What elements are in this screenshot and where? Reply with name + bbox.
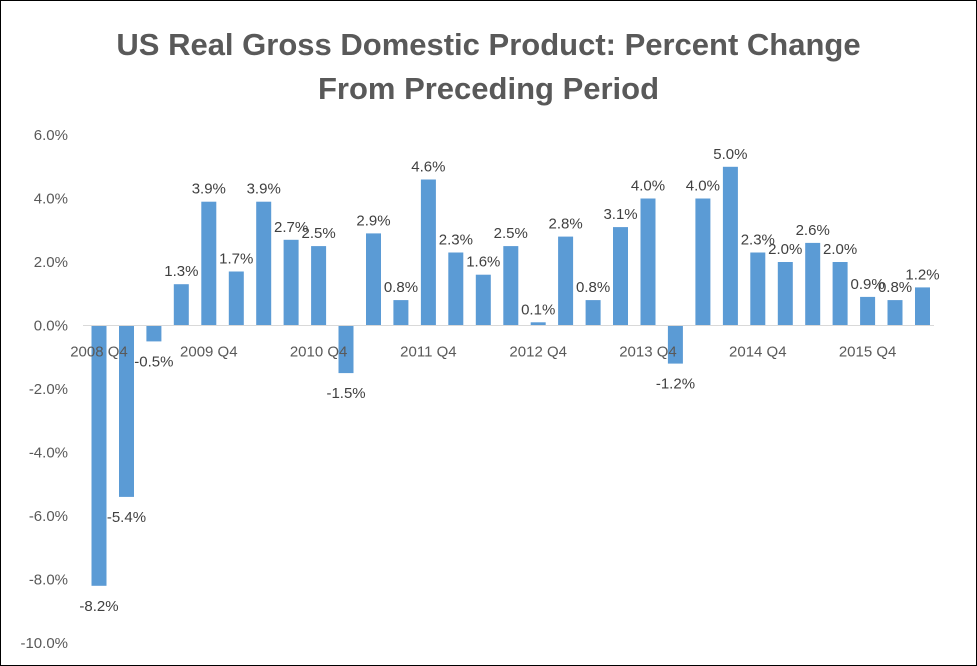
category-label: 2012 Q4 <box>509 344 567 361</box>
bar <box>448 252 464 326</box>
category-label: 2013 Q4 <box>619 344 677 361</box>
bar <box>119 325 134 497</box>
y-tick-label: 6.0% <box>34 127 68 144</box>
bar <box>420 179 436 326</box>
data-label: 1.2% <box>905 266 939 283</box>
bar <box>695 198 711 326</box>
data-label: -1.5% <box>326 385 365 402</box>
y-tick-label: -2.0% <box>29 381 68 398</box>
data-label: 1.6% <box>466 254 500 271</box>
bar <box>613 227 628 326</box>
data-label: 2.9% <box>356 212 390 229</box>
bar <box>832 262 848 326</box>
bar <box>558 236 574 326</box>
data-label: 3.9% <box>192 181 226 198</box>
data-label: 2.3% <box>439 231 473 248</box>
bar <box>228 271 244 326</box>
data-label: 0.8% <box>576 279 610 296</box>
data-label: 2.3% <box>741 231 775 248</box>
bars <box>91 166 930 586</box>
category-label: 2008 Q4 <box>70 344 128 361</box>
data-label: 2.0% <box>768 241 802 258</box>
bar <box>366 233 381 326</box>
y-axis-ticks: 6.0% 4.0% 2.0% 0.0% -2.0% -4.0% -6.0% -8.0% -10.… <box>20 127 68 652</box>
bar <box>256 201 272 326</box>
bar <box>91 325 107 586</box>
bar <box>173 284 189 326</box>
bar <box>338 325 354 374</box>
data-label: 2.8% <box>549 216 583 233</box>
bar <box>201 201 217 326</box>
data-label: 5.0% <box>713 146 747 163</box>
y-tick-label: -4.0% <box>29 445 68 462</box>
category-label: 2015 Q4 <box>839 344 897 361</box>
bar <box>475 274 491 326</box>
data-label: -0.5% <box>134 353 173 370</box>
data-label: -5.4% <box>107 509 146 526</box>
data-label: 0.8% <box>878 279 912 296</box>
y-tick-label: 4.0% <box>34 191 68 208</box>
data-label: 0.8% <box>384 279 418 296</box>
data-label: 1.7% <box>219 251 253 268</box>
bar <box>777 262 793 326</box>
data-label: 4.0% <box>631 178 665 195</box>
y-tick-label: 0.0% <box>34 318 68 335</box>
data-label: 0.1% <box>521 301 555 318</box>
category-label: 2014 Q4 <box>729 344 787 361</box>
chart-title-line-2: From Preceding Period <box>317 71 660 106</box>
data-label: 3.1% <box>603 206 637 223</box>
y-tick-label: -10.0% <box>20 635 68 652</box>
category-label: 2010 Q4 <box>290 344 348 361</box>
bar <box>283 239 299 326</box>
data-label: -1.2% <box>656 376 695 393</box>
data-label: 2.5% <box>301 225 335 242</box>
bar <box>722 166 738 326</box>
bar <box>503 246 519 326</box>
bar <box>146 325 162 342</box>
category-label: 2009 Q4 <box>180 344 238 361</box>
y-tick-label: 2.0% <box>34 254 68 271</box>
bar <box>805 242 821 326</box>
bar <box>585 300 601 326</box>
data-label: 2.0% <box>823 241 857 258</box>
bar <box>311 246 327 326</box>
data-label: 4.0% <box>686 178 720 195</box>
bar <box>393 300 409 326</box>
bar <box>750 252 766 326</box>
y-tick-label: -8.0% <box>29 572 68 589</box>
bar <box>530 322 546 326</box>
data-label: 2.7% <box>274 219 308 236</box>
data-label: 0.9% <box>850 276 884 293</box>
data-label: 2.5% <box>494 225 528 242</box>
data-label: -8.2% <box>79 598 118 615</box>
bar <box>887 300 903 326</box>
data-labels: -8.2%-5.4%-0.5%1.3%3.9%1.7%3.9%2.7%2.5%-… <box>79 146 939 615</box>
data-label: 4.6% <box>411 158 445 175</box>
chart-title-line-1: US Real Gross Domestic Product: Percent … <box>116 27 861 62</box>
chart-title: US Real Gross Domestic Product: Percent … <box>1 23 976 111</box>
data-label: 1.3% <box>164 263 198 280</box>
category-labels: 2008 Q4 2009 Q4 2010 Q4 2011 Q4 2012 Q4 2013 … <box>70 344 896 361</box>
bar <box>640 198 656 326</box>
bar <box>667 325 683 364</box>
category-label: 2011 Q4 <box>400 344 456 361</box>
bar <box>915 287 930 326</box>
data-label: 2.6% <box>796 222 830 239</box>
y-tick-label: -6.0% <box>29 508 68 525</box>
bar <box>860 296 876 326</box>
data-label: 3.9% <box>247 181 281 198</box>
